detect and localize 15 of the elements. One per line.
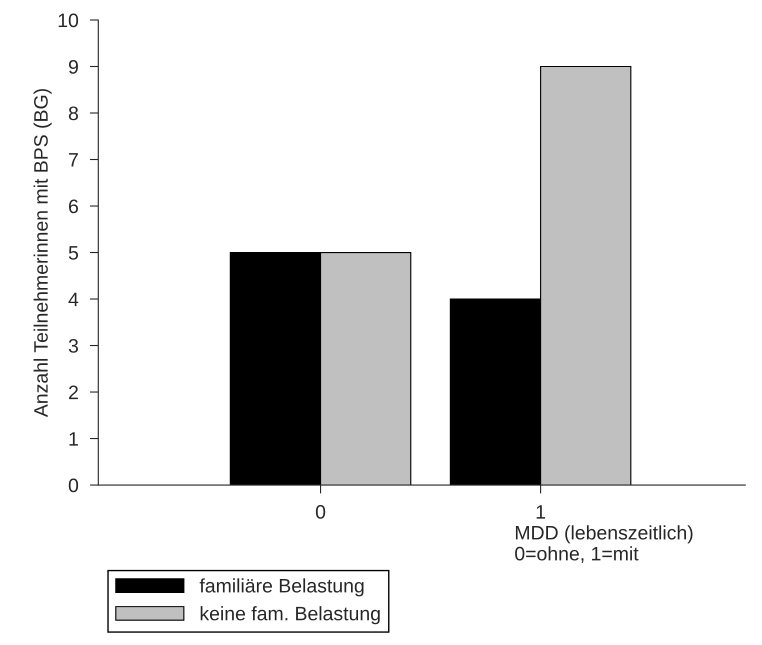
legend-label: keine fam. Belastung — [200, 606, 380, 624]
y-axis-title: Anzahl Teilnehmerinnen mit BPS (BG) — [34, 89, 52, 418]
y-tick-label: 1 — [70, 432, 78, 446]
y-tick-label: 6 — [69, 199, 78, 214]
y-tick-label: 3 — [68, 338, 78, 353]
y-tick-label: 10 — [58, 13, 78, 28]
y-tick-label: 2 — [69, 386, 78, 400]
x-axis-title: MDD (lebenszeitlich) 0=ohne, 1=mit — [515, 525, 693, 563]
y-tick-label: 4 — [68, 292, 78, 306]
y-tick-label: 8 — [68, 106, 78, 120]
y-tick-label: 0 — [68, 478, 78, 492]
y-tick-label: 5 — [68, 246, 78, 260]
legend-label: familiäre Belastung — [200, 578, 364, 596]
y-tick-label: 9 — [68, 60, 78, 74]
y-tick-label: 7 — [69, 153, 78, 167]
